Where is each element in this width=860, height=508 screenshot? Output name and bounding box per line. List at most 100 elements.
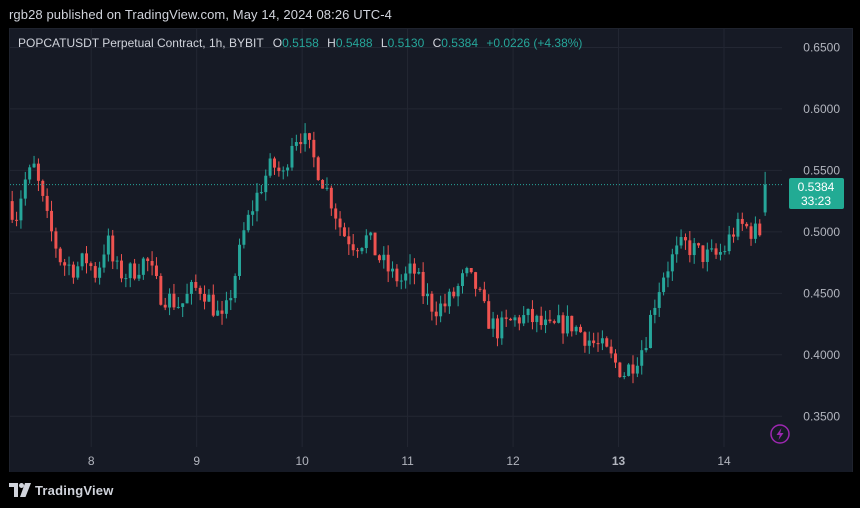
candle-body bbox=[697, 243, 701, 246]
candle-body bbox=[80, 253, 84, 267]
time-tick-label: 8 bbox=[88, 454, 95, 468]
candle-body bbox=[526, 308, 530, 316]
tradingview-brand[interactable]: TradingView bbox=[9, 482, 114, 498]
candle-body bbox=[58, 248, 62, 263]
candle-body bbox=[600, 338, 604, 344]
time-tick-label: 13 bbox=[612, 454, 626, 468]
candle-body bbox=[539, 315, 543, 326]
candle-body bbox=[679, 237, 683, 246]
candle-body bbox=[264, 175, 268, 193]
candle-body bbox=[627, 364, 631, 376]
legend-high-value: 0.5488 bbox=[336, 36, 373, 50]
chart-panel[interactable]: 0.6500 0.6000 0.5500 0.5000 0.4500 0.4000 0.35… bbox=[9, 28, 853, 474]
tradingview-logo-icon bbox=[9, 483, 31, 497]
candle-body bbox=[386, 254, 390, 272]
candle-body bbox=[194, 282, 198, 288]
candle-body bbox=[246, 214, 250, 231]
candle-body bbox=[216, 310, 220, 316]
price-tag-value: 0.5384 bbox=[798, 180, 835, 194]
candle-body bbox=[76, 266, 80, 278]
candle-body bbox=[128, 263, 132, 279]
price-tick-label: 0.4000 bbox=[803, 348, 840, 362]
time-tick-label: 11 bbox=[401, 454, 414, 468]
candle-body bbox=[688, 240, 692, 256]
candle-body bbox=[15, 219, 19, 221]
candle-body bbox=[670, 254, 674, 272]
candle-body bbox=[657, 292, 661, 308]
candle-body bbox=[19, 198, 23, 221]
candle-body bbox=[41, 180, 45, 196]
candle-body bbox=[316, 157, 320, 181]
candle-body bbox=[465, 267, 469, 274]
candle-body bbox=[312, 139, 316, 158]
candle-body bbox=[557, 315, 561, 323]
price-tick-label: 0.5500 bbox=[803, 163, 840, 177]
candle-body bbox=[561, 315, 565, 334]
candle-body bbox=[469, 267, 473, 273]
candle-body bbox=[714, 248, 718, 255]
candle-body bbox=[189, 282, 193, 294]
candle-body bbox=[443, 303, 447, 307]
candle-body bbox=[456, 286, 460, 297]
candle-body bbox=[701, 245, 705, 262]
candle-body bbox=[692, 243, 696, 256]
candlestick-chart[interactable]: 0.6500 0.6000 0.5500 0.5000 0.4500 0.4000 0.35… bbox=[10, 29, 852, 473]
candle-body bbox=[364, 235, 368, 249]
grid-lines bbox=[10, 29, 782, 447]
candle-body bbox=[736, 218, 740, 237]
candle-body bbox=[517, 317, 521, 324]
legend-low-value: 0.5130 bbox=[388, 36, 425, 50]
candle-body bbox=[286, 167, 290, 171]
candle-body bbox=[111, 235, 115, 262]
candle-body bbox=[749, 226, 753, 239]
candle-body bbox=[504, 317, 508, 319]
candle-body bbox=[377, 255, 381, 261]
candle-body bbox=[172, 293, 176, 308]
candle-body bbox=[198, 287, 202, 294]
candle-body bbox=[592, 340, 596, 344]
time-tick-label: 9 bbox=[193, 454, 200, 468]
candle-body bbox=[168, 293, 172, 308]
candle-body bbox=[710, 248, 714, 250]
candle-body bbox=[294, 142, 298, 146]
candle-body bbox=[412, 263, 416, 274]
candle-body bbox=[705, 249, 709, 262]
candle-body bbox=[28, 167, 32, 180]
price-tick-label: 0.6000 bbox=[803, 102, 840, 116]
candle-body bbox=[382, 254, 386, 261]
candle-body bbox=[203, 293, 207, 302]
price-axis[interactable]: 0.6500 0.6000 0.5500 0.5000 0.4500 0.4000 0.35… bbox=[803, 40, 840, 423]
candle-body bbox=[570, 315, 574, 332]
candle-body bbox=[233, 275, 237, 299]
candle-body bbox=[347, 236, 351, 245]
candle-body bbox=[281, 170, 285, 172]
candle-body bbox=[63, 262, 67, 266]
candle-body bbox=[342, 227, 346, 237]
candles bbox=[10, 123, 767, 384]
candle-body bbox=[753, 223, 757, 239]
candle-body bbox=[644, 348, 648, 351]
candle-body bbox=[640, 350, 644, 366]
candle-body bbox=[150, 261, 154, 266]
candle-body bbox=[653, 307, 657, 315]
time-axis[interactable]: 8 9 10 11 12 13 14 bbox=[88, 454, 731, 468]
candle-body bbox=[500, 317, 504, 339]
candle-body bbox=[421, 271, 425, 297]
candle-body bbox=[154, 265, 158, 277]
candle-body bbox=[587, 340, 591, 346]
candle-body bbox=[360, 248, 364, 252]
candle-body bbox=[299, 142, 303, 145]
candle-body bbox=[675, 245, 679, 255]
candle-body bbox=[268, 158, 272, 176]
price-tick-label: 0.5000 bbox=[803, 225, 840, 239]
candle-body bbox=[338, 218, 342, 228]
candle-body bbox=[447, 291, 451, 307]
candle-body bbox=[93, 266, 97, 278]
candle-body bbox=[181, 303, 185, 307]
lightning-icon[interactable] bbox=[770, 424, 790, 444]
candle-body bbox=[98, 267, 102, 278]
candle-body bbox=[662, 277, 666, 293]
candle-body bbox=[242, 230, 246, 245]
footer: TradingView bbox=[0, 472, 860, 508]
candle-body bbox=[740, 218, 744, 224]
